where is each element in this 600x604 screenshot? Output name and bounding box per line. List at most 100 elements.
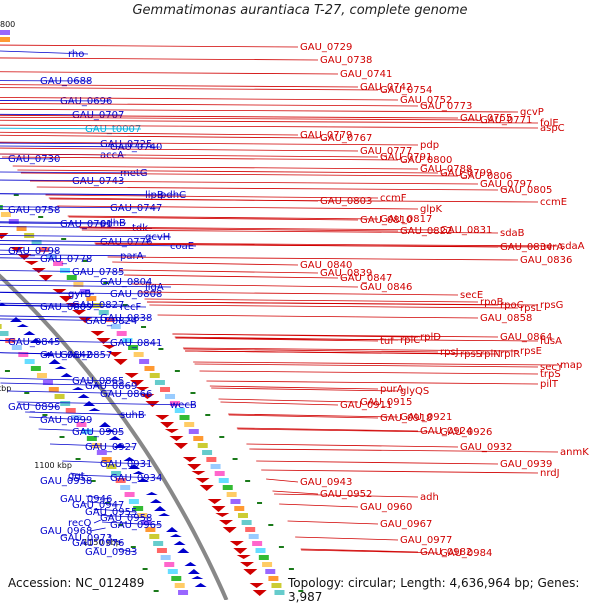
cog-band <box>31 366 41 371</box>
gene-label-left: parA <box>120 251 144 262</box>
forward-gene-arrow <box>169 436 183 441</box>
cog-band <box>211 464 221 469</box>
gene-label-left: GAU_0730 <box>8 154 60 165</box>
reverse-gene-arrow <box>188 569 200 574</box>
gene-label-right: GAU_0834 <box>500 242 552 253</box>
gene-label-left: GAU_0758 <box>8 205 60 216</box>
cog-band <box>206 457 216 462</box>
tick-dot <box>289 568 294 570</box>
forward-gene-arrow <box>200 485 214 491</box>
tick-dot <box>59 436 64 438</box>
gene-label-left: GAU_0938 <box>40 476 92 487</box>
forward-gene-arrow <box>155 415 169 420</box>
cog-band <box>49 387 59 392</box>
forward-gene-arrow <box>32 268 46 273</box>
tick-dot <box>205 414 210 416</box>
leader-line-right <box>0 87 378 90</box>
cog-band <box>60 401 70 406</box>
gene-label-right: anmK <box>560 447 589 458</box>
forward-gene-arrow <box>223 527 237 533</box>
leader-line-right <box>220 402 338 405</box>
gene-label-right: GAU_0921 <box>400 412 452 423</box>
gene-label-right: GAU_0846 <box>360 282 412 293</box>
cog-band <box>193 436 203 441</box>
gene-label-left: accA <box>100 150 124 161</box>
gene-label-right: adh <box>420 492 439 503</box>
leader-line-right <box>246 444 458 447</box>
gene-label-right: GAU_0773 <box>420 101 472 112</box>
gene-label-left: GAU_0838 <box>100 313 152 324</box>
tick-dot <box>61 238 66 240</box>
reverse-gene-arrow <box>78 394 90 398</box>
leader-line-right <box>211 388 398 391</box>
cog-band <box>202 450 212 455</box>
gene-label-right: GAU_0741 <box>340 69 392 80</box>
forward-gene-arrow <box>237 555 251 559</box>
cog-band <box>125 492 135 497</box>
gene-label-right: aspC <box>540 123 565 134</box>
gene-label-right: GAU_0738 <box>320 55 372 66</box>
reverse-gene-arrow <box>170 534 182 537</box>
cog-band <box>230 499 240 504</box>
leader-line-right <box>112 262 298 265</box>
cog-band <box>249 534 259 539</box>
reverse-gene-arrow <box>195 583 207 587</box>
tick-dot <box>245 480 250 482</box>
leader-line-right <box>218 399 358 402</box>
leader-line-right <box>288 521 378 524</box>
cog-band <box>37 373 47 378</box>
cog-band <box>134 352 144 357</box>
gene-label-right: GAU_0836 <box>520 255 572 266</box>
reverse-gene-arrow <box>17 324 29 327</box>
cog-band <box>0 37 10 42</box>
cog-band <box>120 485 130 490</box>
cog-band <box>262 562 272 567</box>
gene-label-left: coaE <box>170 241 194 252</box>
reverse-gene-arrow <box>191 576 203 579</box>
gene-label-right: sdaA <box>560 241 585 252</box>
leader-line-right <box>0 120 538 123</box>
reverse-gene-arrow <box>55 366 67 369</box>
forward-gene-arrow <box>208 499 222 504</box>
tick-dot <box>219 436 224 438</box>
leader-line-right <box>261 470 538 473</box>
cog-band <box>165 394 175 399</box>
cog-band <box>144 366 154 371</box>
leader-line-right <box>0 71 338 74</box>
gene-label-right: GAU_0915 <box>360 397 412 408</box>
reverse-gene-arrow <box>146 492 158 495</box>
cog-band <box>139 359 149 364</box>
leader-line-right <box>119 270 318 273</box>
reverse-gene-arrow <box>150 499 162 503</box>
tick-dot <box>143 568 148 570</box>
cog-band <box>0 30 10 35</box>
gene-label-left: GAU_0845 <box>8 337 60 348</box>
leader-line-right <box>0 44 298 47</box>
gene-label-right: GAU_0803 <box>320 196 372 207</box>
gene-label-right: map <box>560 360 582 371</box>
gene-label-right: GAU_0967 <box>380 519 432 530</box>
tick-dot <box>76 458 81 460</box>
gene-label-right: pdp <box>420 140 439 151</box>
forward-gene-arrow <box>114 359 128 365</box>
leader-line-right <box>256 461 498 464</box>
leader-line-right <box>149 305 518 308</box>
leader-line-right <box>2 157 398 160</box>
gene-label-right: GAU_0977 <box>400 535 452 546</box>
gene-label-left: GAU_0927 <box>85 442 137 453</box>
leader-line-right <box>0 132 298 135</box>
gene-label-left: suhB <box>120 410 145 421</box>
gene-label-left: GAU_0896 <box>8 402 60 413</box>
tick-dot <box>257 502 262 504</box>
kbp-tick-label: 1050 kbp <box>0 384 11 393</box>
forward-gene-arrow <box>25 261 39 265</box>
gene-label-right: rpsJ <box>440 347 459 358</box>
cog-band <box>245 527 255 532</box>
gene-label-right: ccmE <box>540 197 567 208</box>
forward-gene-arrow <box>160 422 174 428</box>
cog-band <box>268 576 278 581</box>
gene-label-left: GAU_0931 <box>100 459 152 470</box>
leader-line-right <box>279 504 358 507</box>
cog-band <box>117 331 127 336</box>
